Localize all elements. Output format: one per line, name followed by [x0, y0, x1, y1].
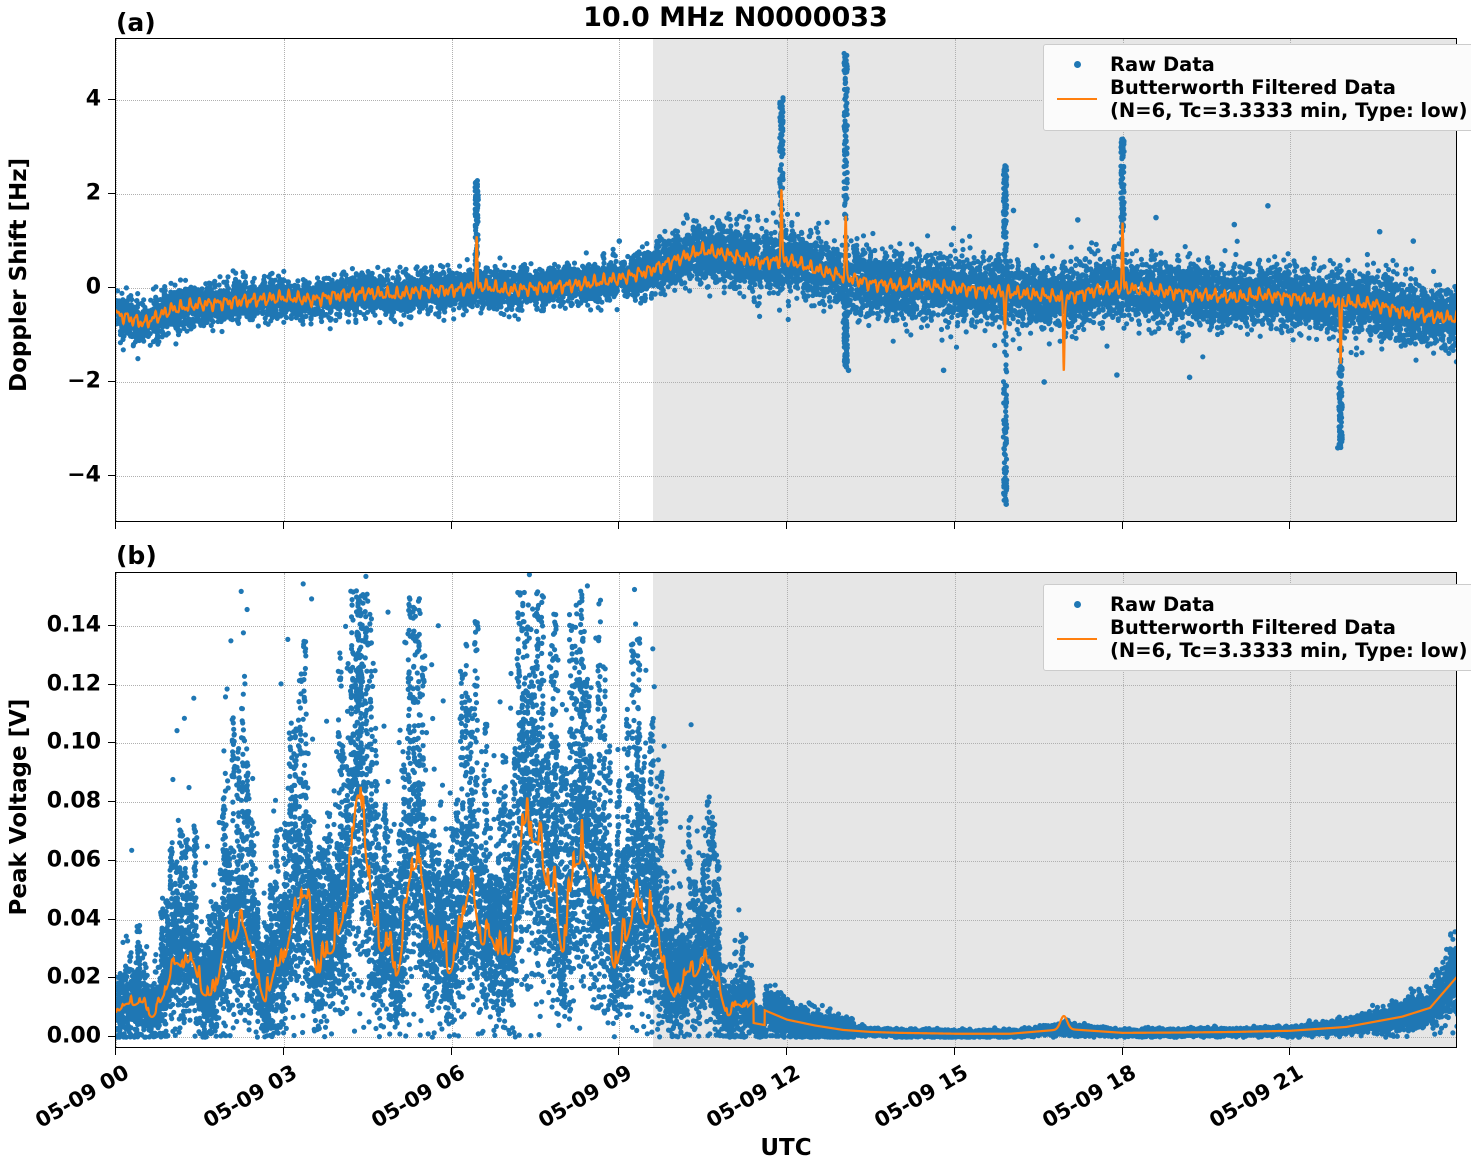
legend-entry-filtered: Butterworth Filtered Data (N=6, Tc=3.3333…	[1054, 616, 1468, 662]
ytick-label: 0.10	[47, 730, 101, 755]
legend-raw-marker-icon	[1054, 54, 1100, 76]
legend-raw-label: Raw Data	[1110, 53, 1215, 76]
legend-raw-label: Raw Data	[1110, 593, 1215, 616]
xtick-mark	[954, 522, 955, 529]
ytick-mark	[108, 287, 115, 288]
panel-b-tag: (b)	[116, 541, 157, 570]
legend-filtered-line-icon	[1054, 88, 1100, 110]
panel-b-ylabel: Peak Voltage [V]	[6, 692, 32, 922]
ytick-mark	[108, 919, 115, 920]
legend-filtered-line1: Butterworth Filtered Data	[1110, 76, 1396, 99]
ytick-label: 0.12	[47, 671, 101, 696]
ytick-label: 0.08	[47, 789, 101, 814]
xtick-mark	[115, 1048, 116, 1055]
xtick-mark	[1122, 522, 1123, 529]
legend-entry-filtered: Butterworth Filtered Data (N=6, Tc=3.3333…	[1054, 76, 1468, 122]
xtick-mark	[283, 522, 284, 529]
figure-title: 10.0 MHz N0000033	[0, 2, 1471, 33]
ytick-mark	[108, 977, 115, 978]
xtick-mark	[618, 1048, 619, 1055]
xtick-mark	[786, 1048, 787, 1055]
legend-filtered-label: Butterworth Filtered Data (N=6, Tc=3.3333…	[1110, 76, 1468, 122]
panel-b-legend: Raw Data Butterworth Filtered Data (N=6, …	[1043, 584, 1471, 671]
ytick-label: 0.00	[47, 1024, 101, 1049]
panel-a-legend: Raw Data Butterworth Filtered Data (N=6, …	[1043, 44, 1471, 131]
xtick-mark	[618, 522, 619, 529]
xtick-mark	[954, 1048, 955, 1055]
xtick-mark	[451, 522, 452, 529]
ytick-label: −2	[67, 369, 101, 394]
ytick-mark	[108, 742, 115, 743]
ytick-mark	[108, 99, 115, 100]
legend-filtered-line-icon	[1054, 628, 1100, 650]
ytick-label: 2	[86, 181, 101, 206]
ytick-mark	[108, 193, 115, 194]
legend-filtered-line2: (N=6, Tc=3.3333 min, Type: low)	[1110, 639, 1468, 662]
xtick-mark	[1289, 522, 1290, 529]
ytick-label: 0	[86, 275, 101, 300]
xtick-mark	[451, 1048, 452, 1055]
xtick-mark	[1289, 1048, 1290, 1055]
xtick-mark	[786, 522, 787, 529]
legend-filtered-line2: (N=6, Tc=3.3333 min, Type: low)	[1110, 99, 1468, 122]
ytick-mark	[108, 625, 115, 626]
panel-a-tag: (a)	[116, 8, 156, 37]
legend-entry-raw: Raw Data	[1054, 53, 1468, 76]
ytick-label: 4	[86, 87, 101, 112]
xtick-mark	[283, 1048, 284, 1055]
xtick-mark	[1122, 1048, 1123, 1055]
ytick-mark	[108, 801, 115, 802]
xtick-label: 05-09 00	[0, 1060, 133, 1159]
ytick-mark	[108, 381, 115, 382]
legend-filtered-label: Butterworth Filtered Data (N=6, Tc=3.3333…	[1110, 616, 1468, 662]
legend-entry-raw: Raw Data	[1054, 593, 1468, 616]
ytick-label: 0.04	[47, 906, 101, 931]
ytick-mark	[108, 1036, 115, 1037]
ytick-mark	[108, 684, 115, 685]
ytick-label: 0.14	[47, 612, 101, 637]
ytick-mark	[108, 860, 115, 861]
legend-filtered-line1: Butterworth Filtered Data	[1110, 616, 1396, 639]
ytick-label: 0.02	[47, 965, 101, 990]
ytick-mark	[108, 475, 115, 476]
xtick-mark	[115, 522, 116, 529]
figure-xlabel: UTC	[115, 1135, 1457, 1161]
legend-raw-marker-icon	[1054, 594, 1100, 616]
panel-a-ylabel: Doppler Shift [Hz]	[6, 162, 32, 392]
ytick-label: 0.06	[47, 847, 101, 872]
ytick-label: −4	[67, 463, 101, 488]
